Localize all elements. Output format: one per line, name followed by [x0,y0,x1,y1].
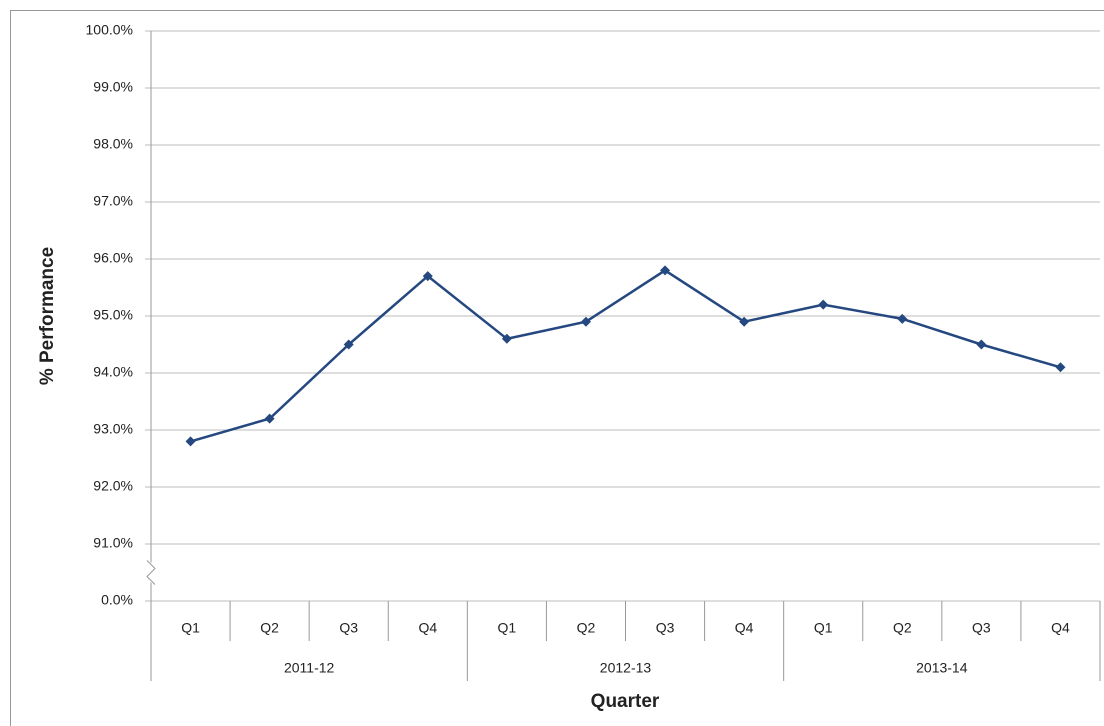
x-tick-label: Q3 [339,620,358,636]
x-tick-label: Q3 [656,620,675,636]
marker [580,316,591,327]
y-tick-label: 92.0% [93,478,133,494]
x-tick-label: Q4 [418,620,437,636]
y-tick-label: 99.0% [93,79,133,95]
marker [818,299,829,310]
y-tick-label: 97.0% [93,193,133,209]
x-group-label: 2011-12 [284,660,335,676]
marker [1055,362,1066,373]
x-tick-label: Q2 [260,620,279,636]
x-group-label: 2012-13 [600,660,652,676]
x-tick-label: Q4 [1051,620,1070,636]
marker [343,339,354,350]
y-tick-label: 96.0% [93,250,133,266]
y-tick-label: 0.0% [101,592,133,608]
x-tick-label: Q1 [181,620,200,636]
marker [739,316,750,327]
axis-break [146,560,156,585]
x-tick-label: Q4 [735,620,754,636]
x-tick-label: Q3 [972,620,991,636]
x-group-label: 2013-14 [916,660,968,676]
marker [976,339,987,350]
marker [660,265,671,276]
x-tick-label: Q1 [498,620,517,636]
y-tick-label: 91.0% [93,535,133,551]
marker [264,413,275,424]
x-axis-title: Quarter [591,691,660,712]
y-tick-label: 100.0% [86,22,133,38]
marker [422,271,433,282]
line [190,268,1061,443]
x-tick-label: Q2 [577,620,596,636]
marker [897,313,908,324]
y-axis-title: % Performance [37,247,58,385]
x-tick-label: Q2 [893,620,912,636]
marker [501,333,512,344]
marker [185,436,196,447]
chart-border [10,10,1104,726]
y-tick-label: 95.0% [93,307,133,323]
x-tick-label: Q1 [814,620,833,636]
y-tick-label: 93.0% [93,421,133,437]
y-tick-label: 98.0% [93,136,133,152]
y-tick-label: 94.0% [93,364,133,380]
